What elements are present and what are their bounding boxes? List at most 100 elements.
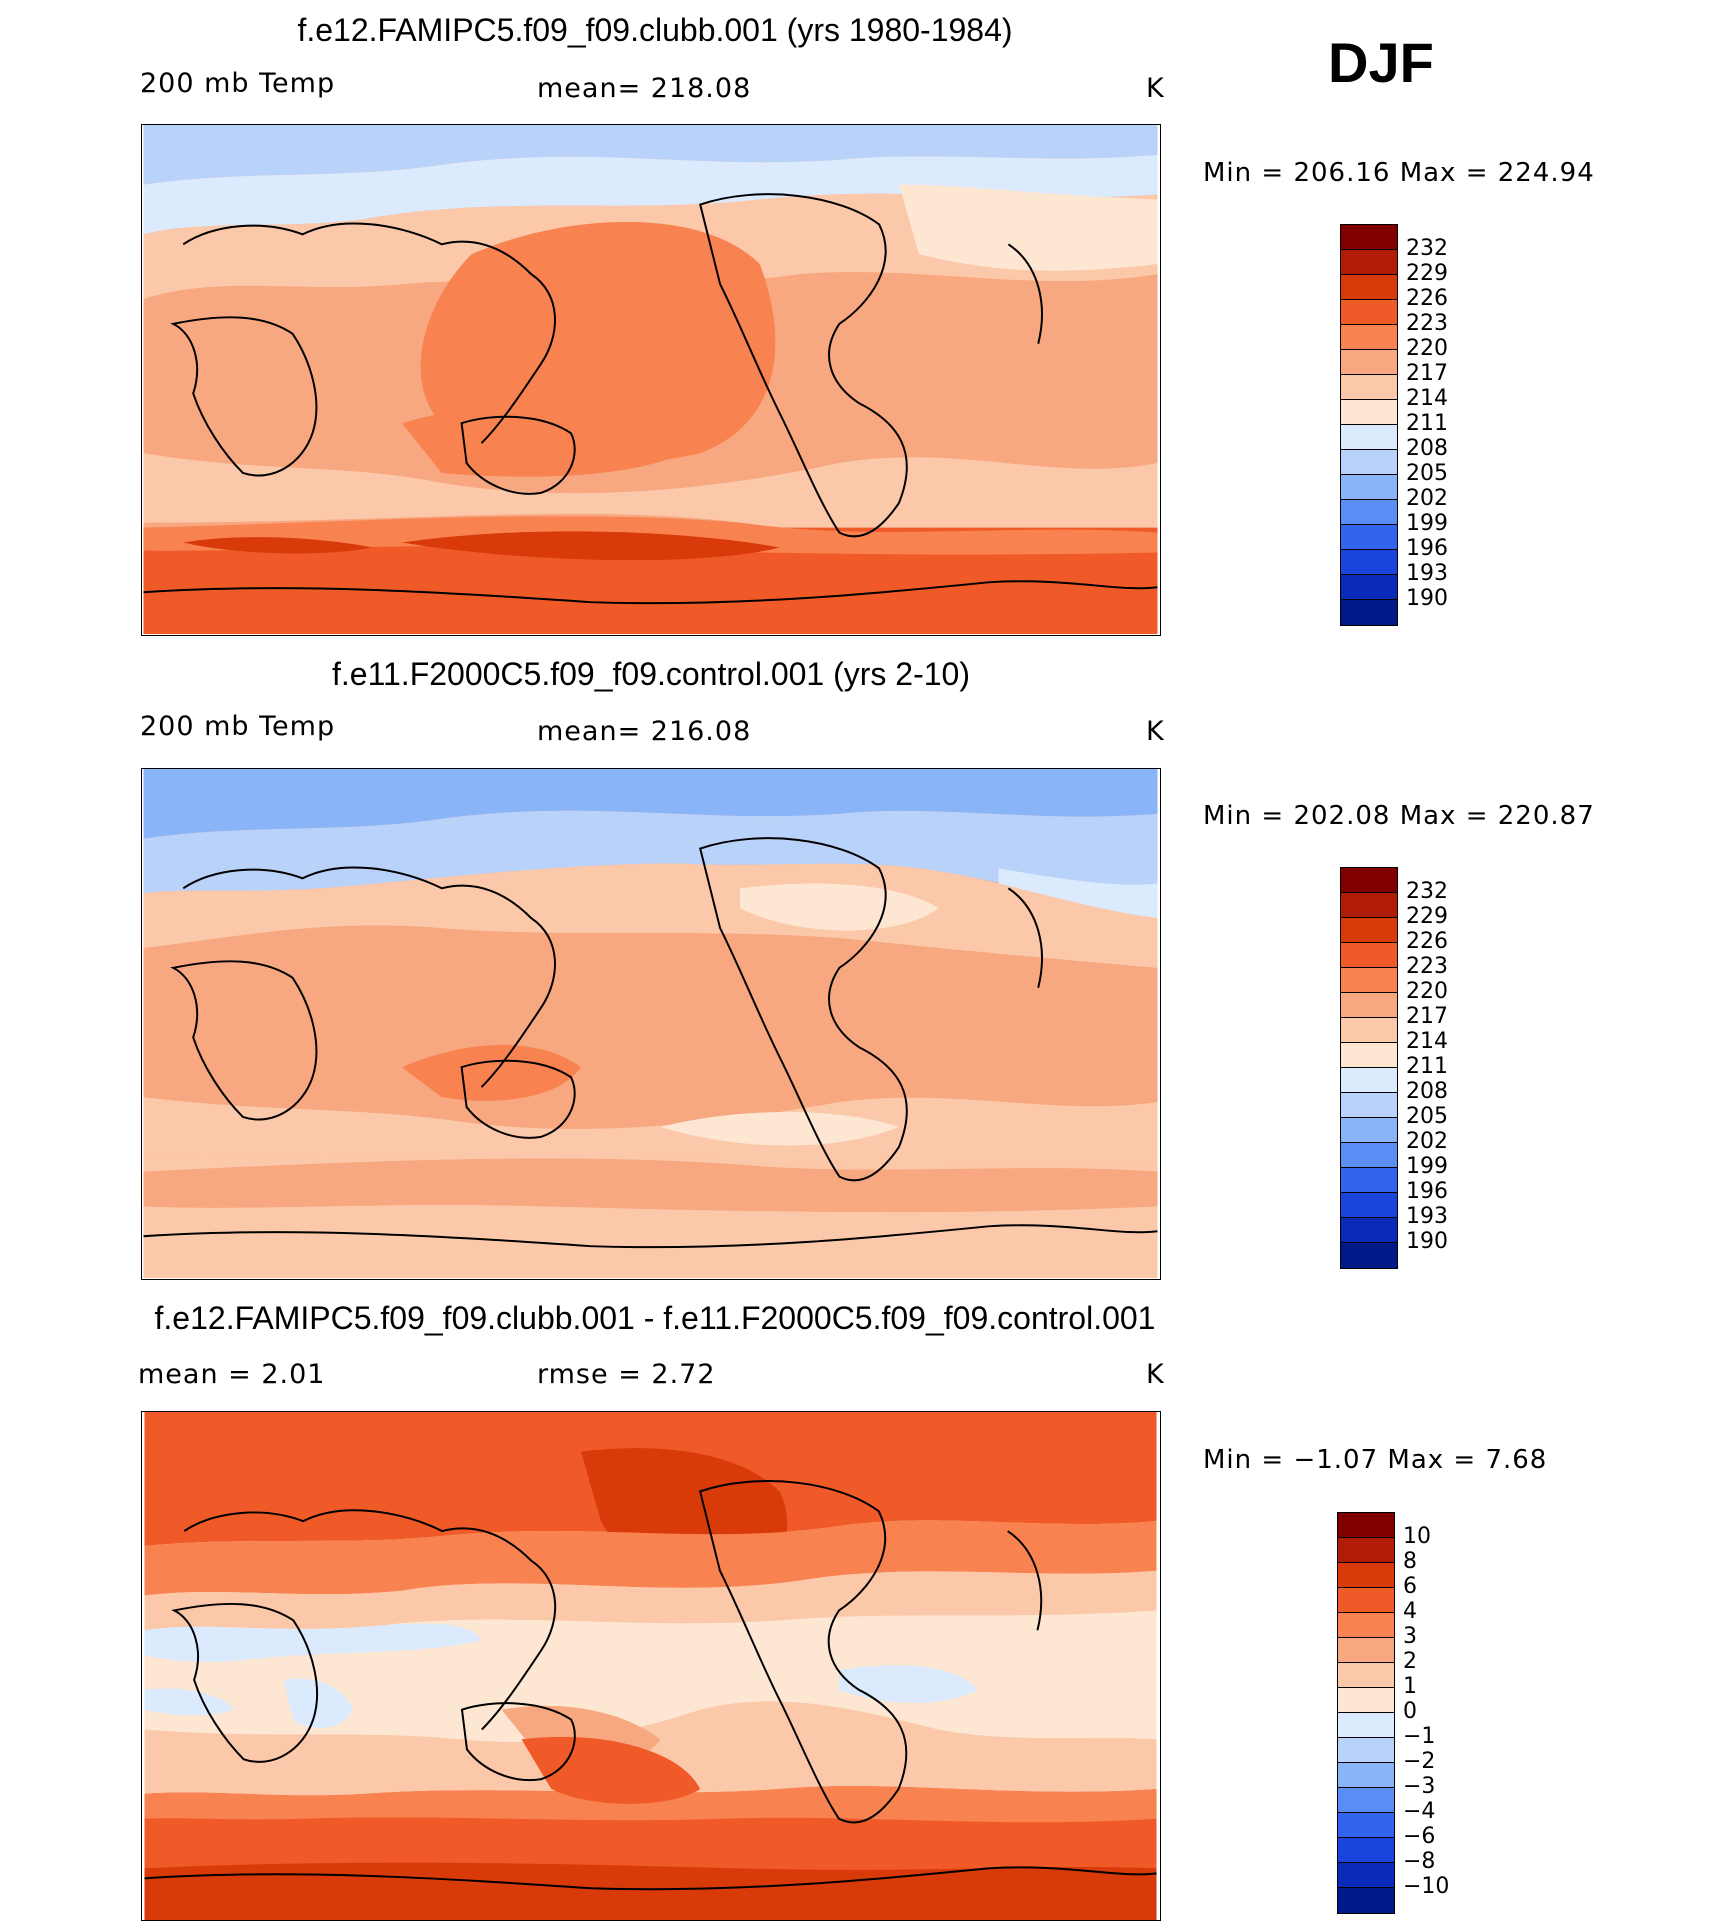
panel-1-variable-label: 200 mb Temp	[140, 68, 336, 99]
panel-2-cbar-swatch-11	[1341, 1143, 1397, 1168]
panel-2-cbar-swatch-13	[1341, 1193, 1397, 1218]
panel-1-cbar-swatch-8	[1341, 425, 1397, 450]
panel-1-cbar-swatch-7	[1341, 400, 1397, 425]
panel-3-cbar-tick-label: 10	[1403, 1524, 1431, 1549]
panel-3-cbar-swatch-0	[1338, 1513, 1394, 1538]
panel-2-cbar-tick-label: 202	[1406, 1129, 1448, 1154]
panel-1-cbar-tick-label: 196	[1406, 536, 1448, 561]
panel-3-cbar-swatch-6	[1338, 1663, 1394, 1688]
panel-2-map	[141, 768, 1161, 1280]
panel-3-map	[141, 1411, 1161, 1921]
panel-3-cbar-swatch-15	[1338, 1888, 1394, 1913]
panel-3-cbar-tick-label: −4	[1403, 1799, 1436, 1824]
panel-1-cbar-swatch-13	[1341, 550, 1397, 575]
panel-2-cbar-tick-label: 217	[1406, 1004, 1448, 1029]
panel-3-colorbar	[1337, 1512, 1395, 1914]
panel-3-cbar-swatch-13	[1338, 1838, 1394, 1863]
panel-2-cbar-swatch-0	[1341, 868, 1397, 893]
panel-2-cbar-tick-label: 211	[1406, 1054, 1448, 1079]
panel-1-cbar-swatch-6	[1341, 375, 1397, 400]
panel-1-cbar-tick-label: 199	[1406, 511, 1448, 536]
panel-1-colorbar	[1340, 224, 1398, 626]
panel-2-cbar-swatch-1	[1341, 893, 1397, 918]
panel-2-cbar-tick-label: 226	[1406, 929, 1448, 954]
panel-1-cbar-swatch-15	[1341, 600, 1397, 625]
panel-1-cbar-swatch-9	[1341, 450, 1397, 475]
panel-2-cbar-tick-label: 205	[1406, 1104, 1448, 1129]
panel-2-cbar-tick-label: 193	[1406, 1204, 1448, 1229]
panel-1-cbar-swatch-1	[1341, 250, 1397, 275]
panel-1-cbar-swatch-5	[1341, 350, 1397, 375]
panel-2-cbar-swatch-14	[1341, 1218, 1397, 1243]
panel-2-cbar-swatch-12	[1341, 1168, 1397, 1193]
panel-1-cbar-tick-label: 229	[1406, 261, 1448, 286]
panel-2-minmax: Min = 202.08 Max = 220.87	[1203, 801, 1595, 831]
panel-3-cbar-swatch-2	[1338, 1563, 1394, 1588]
panel-2-cbar-swatch-5	[1341, 993, 1397, 1018]
panel-3-cbar-tick-label: −8	[1403, 1849, 1436, 1874]
panel-1-mean-label: mean= 218.08	[537, 73, 752, 104]
panel-1-title: f.e12.FAMIPC5.f09_f09.clubb.001 (yrs 198…	[297, 12, 1013, 48]
panel-3-cbar-swatch-12	[1338, 1813, 1394, 1838]
panel-3-cbar-tick-label: −10	[1403, 1874, 1450, 1899]
panel-3-cbar-swatch-4	[1338, 1613, 1394, 1638]
panel-2-cbar-tick-label: 208	[1406, 1079, 1448, 1104]
panel-3-cbar-tick-label: 6	[1403, 1574, 1417, 1599]
panel-3-cbar-tick-label: −3	[1403, 1774, 1436, 1799]
panel-2-colorbar	[1340, 867, 1398, 1269]
panel-1-cbar-tick-label: 205	[1406, 461, 1448, 486]
panel-1-cbar-tick-label: 202	[1406, 486, 1448, 511]
panel-3-title: f.e12.FAMIPC5.f09_f09.clubb.001 - f.e11.…	[154, 1300, 1156, 1336]
panel-3-cbar-swatch-9	[1338, 1738, 1394, 1763]
panel-3-cbar-swatch-11	[1338, 1788, 1394, 1813]
panel-2-cbar-swatch-9	[1341, 1093, 1397, 1118]
panel-3-cbar-swatch-14	[1338, 1863, 1394, 1888]
panel-2-units-label: K	[1146, 716, 1165, 747]
panel-3-cbar-tick-label: 2	[1403, 1649, 1417, 1674]
panel-1-cbar-swatch-14	[1341, 575, 1397, 600]
panel-2-cbar-swatch-3	[1341, 943, 1397, 968]
panel-2-cbar-tick-label: 196	[1406, 1179, 1448, 1204]
panel-3-cbar-swatch-5	[1338, 1638, 1394, 1663]
panel-1-cbar-tick-label: 214	[1406, 386, 1448, 411]
panel-3-cbar-swatch-8	[1338, 1713, 1394, 1738]
panel-1-cbar-tick-label: 217	[1406, 361, 1448, 386]
panel-2-title: f.e11.F2000C5.f09_f09.control.001 (yrs 2…	[332, 656, 970, 692]
panel-3-cbar-tick-label: −1	[1403, 1724, 1436, 1749]
panel-3-cbar-swatch-10	[1338, 1763, 1394, 1788]
panel-1-cbar-swatch-4	[1341, 325, 1397, 350]
panel-1-cbar-swatch-10	[1341, 475, 1397, 500]
panel-1-cbar-swatch-11	[1341, 500, 1397, 525]
panel-1-cbar-tick-label: 211	[1406, 411, 1448, 436]
panel-3-cbar-tick-label: 8	[1403, 1549, 1417, 1574]
panel-1-cbar-swatch-3	[1341, 300, 1397, 325]
panel-1-cbar-tick-label: 232	[1406, 236, 1448, 261]
panel-3-cbar-swatch-1	[1338, 1538, 1394, 1563]
panel-1-cbar-tick-label: 193	[1406, 561, 1448, 586]
panel-1-minmax: Min = 206.16 Max = 224.94	[1203, 158, 1595, 188]
panel-2-cbar-tick-label: 232	[1406, 879, 1448, 904]
panel-2-cbar-swatch-4	[1341, 968, 1397, 993]
panel-3-minmax: Min = −1.07 Max = 7.68	[1203, 1445, 1548, 1475]
panel-3-cbar-tick-label: 3	[1403, 1624, 1417, 1649]
panel-2-cbar-tick-label: 229	[1406, 904, 1448, 929]
panel-1-cbar-tick-label: 220	[1406, 336, 1448, 361]
panel-2-cbar-tick-label: 199	[1406, 1154, 1448, 1179]
panel-3-cbar-tick-label: 1	[1403, 1674, 1417, 1699]
panel-2-cbar-tick-label: 223	[1406, 954, 1448, 979]
panel-1-map	[141, 124, 1161, 636]
panel-2-cbar-swatch-7	[1341, 1043, 1397, 1068]
panel-3-cbar-tick-label: 4	[1403, 1599, 1417, 1624]
panel-1-units-label: K	[1146, 73, 1165, 104]
panel-1-cbar-tick-label: 208	[1406, 436, 1448, 461]
panel-3-cbar-tick-label: 0	[1403, 1699, 1417, 1724]
panel-2-mean-label: mean= 216.08	[537, 716, 752, 747]
panel-2-variable-label: 200 mb Temp	[140, 711, 336, 742]
panel-1-cbar-tick-label: 223	[1406, 311, 1448, 336]
panel-3-cbar-swatch-3	[1338, 1588, 1394, 1613]
panel-2-cbar-tick-label: 220	[1406, 979, 1448, 1004]
panel-2-cbar-swatch-10	[1341, 1118, 1397, 1143]
panel-1-cbar-swatch-2	[1341, 275, 1397, 300]
panel-1-cbar-swatch-12	[1341, 525, 1397, 550]
panel-1-cbar-swatch-0	[1341, 225, 1397, 250]
